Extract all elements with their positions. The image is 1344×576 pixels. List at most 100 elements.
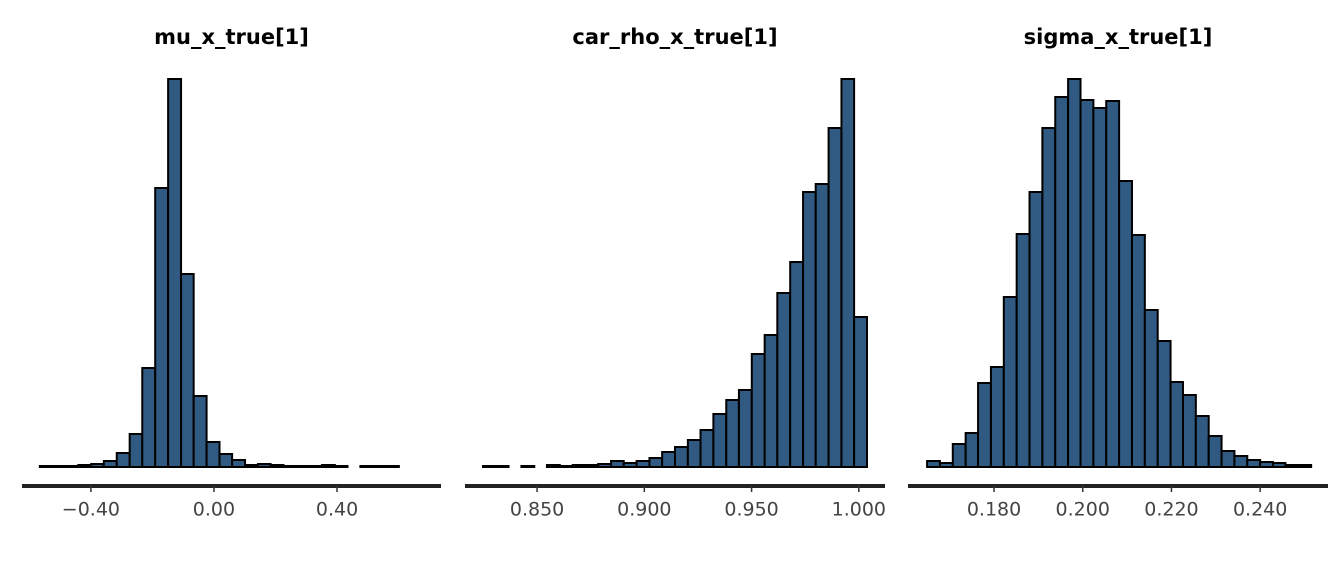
- bar: [320, 464, 336, 468]
- bar: [1143, 309, 1159, 468]
- bar: [295, 465, 311, 468]
- bar: [205, 441, 221, 468]
- bar: [1207, 435, 1223, 468]
- bar: [712, 413, 728, 468]
- bar: [141, 367, 157, 468]
- x-tick-label: 0.40: [316, 499, 358, 521]
- bar: [661, 451, 676, 468]
- chart-title: car_rho_x_true[1]: [572, 25, 777, 49]
- bar: [938, 462, 954, 468]
- x-tick-label: 0.180: [967, 499, 1021, 521]
- bar: [814, 183, 830, 468]
- bar: [1028, 191, 1044, 468]
- bar: [256, 463, 272, 468]
- bar: [231, 459, 247, 468]
- bar: [1002, 296, 1018, 468]
- bar: [167, 78, 183, 468]
- bar: [1067, 78, 1082, 468]
- bar: [802, 191, 817, 468]
- bar: [584, 464, 600, 468]
- x-tick-label: −0.40: [62, 499, 120, 521]
- x-tick-label: 0.240: [1233, 499, 1287, 521]
- x-tick-label: 0.950: [724, 499, 778, 521]
- bar: [648, 457, 664, 468]
- bar: [384, 465, 400, 468]
- bar: [1181, 394, 1197, 468]
- bar: [977, 382, 992, 468]
- bar: [482, 465, 497, 468]
- bar: [128, 433, 144, 468]
- bar: [1246, 459, 1262, 468]
- bar: [610, 460, 625, 468]
- bar: [1130, 234, 1146, 468]
- bar: [776, 292, 792, 468]
- bar: [1156, 340, 1172, 468]
- bar: [51, 465, 67, 468]
- chart-title: sigma_x_true[1]: [1024, 25, 1213, 49]
- bar: [699, 429, 715, 468]
- bar: [1092, 107, 1108, 468]
- bar: [1284, 464, 1300, 468]
- bar: [1194, 415, 1210, 468]
- bar: [1118, 180, 1133, 468]
- bar: [750, 353, 766, 468]
- x-tick-label: 0.200: [1056, 499, 1110, 521]
- bar: [269, 464, 285, 468]
- bar: [622, 462, 638, 468]
- bar: [545, 464, 561, 468]
- bar: [1272, 462, 1287, 468]
- bar: [115, 452, 131, 468]
- bar: [192, 395, 208, 468]
- bar: [38, 465, 54, 468]
- bar: [1041, 127, 1057, 468]
- x-tick-label: 0.220: [1144, 499, 1198, 521]
- bar: [686, 439, 702, 468]
- bar: [333, 465, 349, 468]
- bar: [64, 465, 80, 468]
- bar: [1233, 455, 1249, 468]
- bar: [827, 127, 843, 468]
- bar: [77, 464, 93, 468]
- bar: [737, 389, 753, 468]
- bar: [674, 446, 689, 468]
- bar: [571, 464, 587, 468]
- bar: [763, 334, 779, 468]
- bar: [372, 465, 387, 468]
- bar: [1054, 96, 1070, 468]
- bar: [520, 465, 536, 468]
- x-tick-label: 0.850: [510, 499, 564, 521]
- x-tick-label: 0.00: [193, 499, 235, 521]
- bar: [853, 316, 868, 468]
- bar: [218, 453, 234, 468]
- bar: [154, 187, 170, 468]
- bar: [282, 465, 298, 468]
- bar: [1079, 99, 1095, 468]
- bar: [1169, 381, 1184, 468]
- chart-title: mu_x_true[1]: [154, 25, 309, 49]
- bar: [1220, 450, 1236, 468]
- bar: [90, 463, 105, 468]
- bar: [244, 464, 259, 468]
- bar: [180, 273, 195, 468]
- bar: [494, 465, 510, 468]
- bar: [1297, 464, 1313, 468]
- bar: [558, 465, 574, 468]
- bar: [1105, 100, 1121, 468]
- bar: [926, 460, 941, 468]
- bar: [597, 463, 613, 468]
- bar: [964, 432, 980, 468]
- bar: [951, 443, 967, 468]
- x-tick-label: 0.900: [617, 499, 671, 521]
- bar: [102, 460, 118, 468]
- bar: [359, 465, 375, 468]
- bar: [725, 399, 740, 468]
- bar: [989, 366, 1005, 468]
- bar: [635, 460, 651, 468]
- x-tick-label: 1.000: [832, 499, 886, 521]
- bar: [308, 465, 323, 468]
- bar: [1259, 461, 1275, 468]
- bar: [1015, 233, 1031, 468]
- bar: [840, 78, 856, 468]
- bar: [789, 261, 805, 468]
